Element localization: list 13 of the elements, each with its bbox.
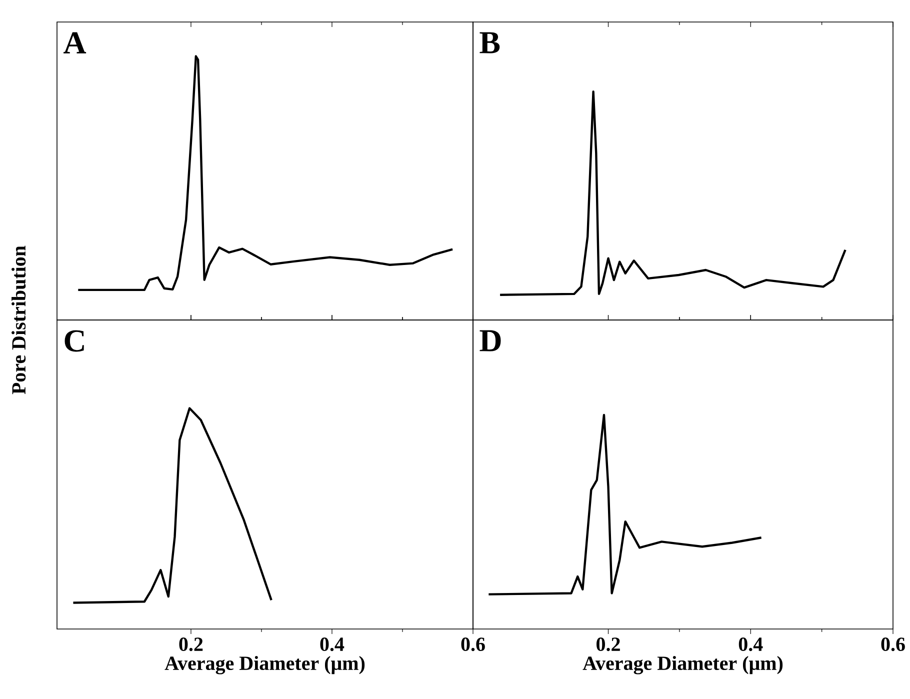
chart-title: B <box>480 32 500 54</box>
x-tick-label: 0.6 <box>461 638 485 652</box>
x-tick-label: 0.4 <box>738 638 763 652</box>
chart-title: C <box>64 330 84 352</box>
x-axis-title: Average Diameter (μm) <box>164 656 365 674</box>
x-axis-title: Average Diameter (μm) <box>582 656 783 674</box>
chart-title: D <box>480 330 501 352</box>
x-tick-label: 0.6 <box>881 638 905 652</box>
x-tick-label: 0.4 <box>320 638 344 652</box>
chart-title: A <box>64 32 86 54</box>
x-tick-label: 0.2 <box>596 638 620 652</box>
x-tick-label: 0.2 <box>179 638 203 652</box>
y-axis-title: Pore Distribution <box>12 246 26 394</box>
